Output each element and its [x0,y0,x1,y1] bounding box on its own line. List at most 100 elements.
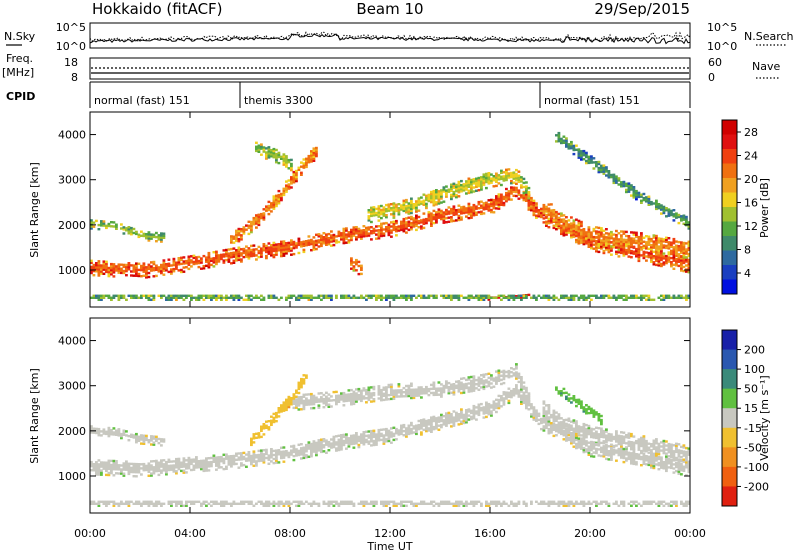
heatmap-cell [592,229,596,233]
heatmap-cell [392,389,396,392]
heatmap-cell [620,234,623,237]
heatmap-cell [195,296,198,299]
heatmap-cell [445,195,448,198]
heatmap-cell [137,463,141,466]
heatmap-cell [270,294,273,297]
heatmap-cell [185,296,188,299]
heatmap-cell [117,298,121,301]
heatmap-cell [597,238,601,242]
heatmap-cell [150,237,153,240]
heatmap-cell [320,448,323,452]
heatmap-cell [252,216,256,220]
heatmap-cell [640,193,643,196]
heatmap-cell [310,242,313,246]
heatmap-cell [372,439,376,443]
heatmap-cell [460,212,463,215]
heatmap-cell [657,262,661,265]
heatmap-cell [657,245,661,248]
heatmap-cell [505,193,508,197]
heatmap-cell [530,407,533,410]
heatmap-cell [312,406,316,410]
heatmap-cell [507,168,511,171]
heatmap-cell [282,403,286,406]
heatmap-cell [122,474,126,477]
heatmap-cell [292,246,296,250]
heatmap-cell [155,500,158,503]
heatmap-cell [350,388,353,392]
heatmap-cell [572,221,576,224]
heatmap-cell [177,461,181,465]
heatmap-cell [135,266,138,269]
heatmap-cell [360,231,363,234]
heatmap-cell [215,262,218,266]
heatmap-cell [337,504,341,507]
heatmap-cell [567,223,571,226]
heatmap-cell [387,205,391,208]
heatmap-cell [290,162,293,166]
heatmap-cell [377,213,381,216]
heatmap-cell [507,371,511,375]
heatmap-cell [410,396,413,400]
heatmap-cell [262,247,266,250]
heatmap-cell [675,258,678,261]
heatmap-cell [580,241,583,244]
heatmap-cell [412,394,416,397]
heatmap-cell [577,152,581,155]
heatmap-cell [472,379,476,382]
heatmap-cell [455,411,458,415]
heatmap-cell [525,388,528,392]
heatmap-cell [477,407,481,410]
heatmap-cell [420,219,423,222]
heatmap-cell [140,473,143,476]
heatmap-cell [387,500,391,503]
heatmap-cell [585,240,588,243]
heatmap-cell [457,423,461,426]
heatmap-cell [310,240,313,244]
heatmap-cell [650,256,653,259]
heatmap-cell [525,181,528,184]
heatmap-cell [547,211,551,214]
heatmap-cell [302,164,306,167]
heatmap-cell [622,252,626,255]
heatmap-cell [185,467,188,470]
heatmap-cell [295,389,298,392]
velocity-heatmap [90,363,691,507]
heatmap-cell [202,465,206,468]
heatmap-cell [460,385,463,389]
heatmap-cell [430,294,433,297]
heatmap-cell [372,441,376,445]
heatmap-cell [402,221,406,225]
heatmap-cell [605,248,608,251]
heatmap-cell [412,225,416,228]
heatmap-cell [582,230,586,233]
heatmap-cell [222,504,226,507]
heatmap-cell [452,391,456,394]
heatmap-cell [340,440,343,443]
heatmap-cell [265,426,268,429]
heatmap-cell [90,261,93,264]
heatmap-cell [170,264,173,267]
heatmap-cell [670,211,673,215]
heatmap-cell [447,419,451,423]
heatmap-cell [625,238,628,242]
heatmap-cell [207,256,211,259]
heatmap-cell [322,502,326,505]
heatmap-cell [460,184,463,187]
heatmap-cell [330,238,333,241]
heatmap-cell [302,248,306,252]
heatmap-cell [385,432,388,435]
heatmap-cell [310,399,313,402]
heatmap-cell [390,391,393,394]
heatmap-cell [137,439,141,442]
heatmap-cell [570,234,573,237]
heatmap-cell [367,502,371,505]
heatmap-cell [462,296,466,299]
heatmap-cell [457,180,461,184]
heatmap-cell [637,247,641,250]
heatmap-cell [247,457,251,460]
heatmap-cell [685,250,688,253]
heatmap-cell [482,406,486,409]
heatmap-cell [487,294,491,297]
heatmap-cell [265,244,268,248]
heatmap-cell [202,294,206,297]
